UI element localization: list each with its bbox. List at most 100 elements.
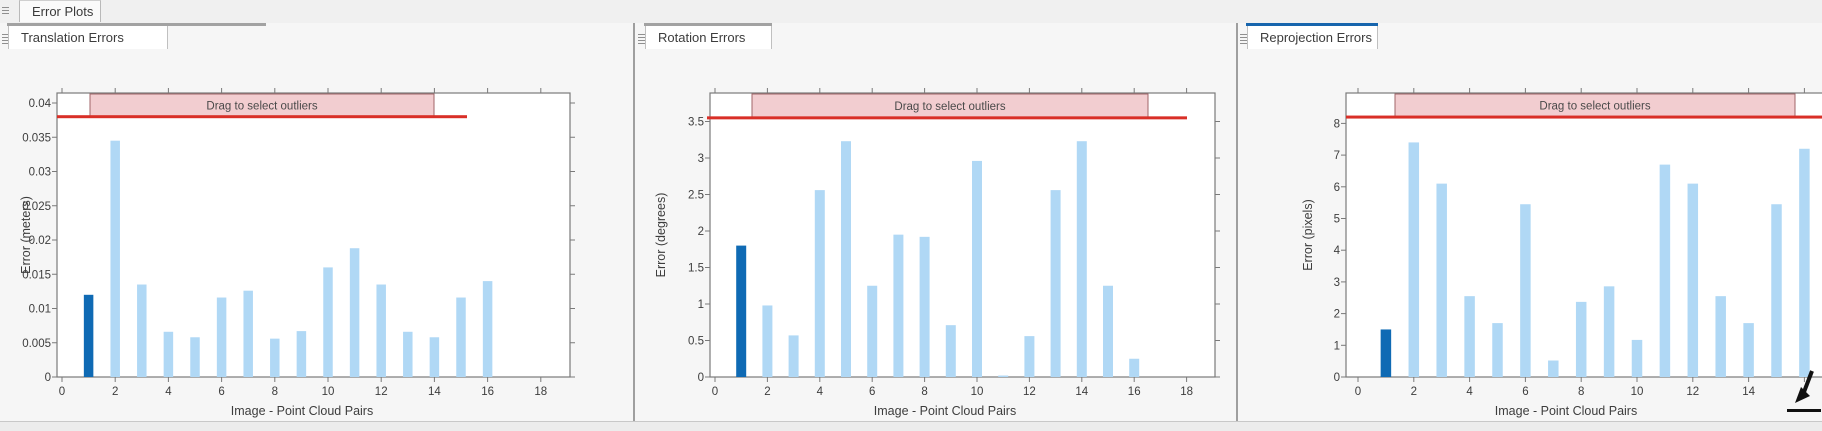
y-tick-label: 5 [1334,214,1340,226]
y-tick-label: 0.03 [29,167,51,179]
y-tick-label: 1 [698,299,704,311]
bar[interactable] [788,335,799,377]
drag-handle-icon[interactable] [1240,34,1247,46]
outlier-band-label: Drag to select outliers [894,101,1005,113]
x-tick-label: 2 [1411,386,1417,398]
bar[interactable] [1050,190,1061,377]
bar[interactable] [323,267,333,377]
bar[interactable] [1799,148,1810,377]
y-tick-label: 7 [1334,150,1340,162]
y-tick-label: 3.5 [688,117,704,129]
bar[interactable] [270,338,280,377]
bar[interactable] [1492,323,1503,377]
x-tick-label: 16 [481,386,494,398]
x-tick-label: 12 [375,386,388,398]
bar[interactable] [456,297,466,377]
x-tick-label: 12 [1023,386,1036,398]
tab-error-plots[interactable]: Error Plots [19,0,101,22]
bottom-edge-strip [0,421,1822,431]
bar[interactable] [1631,339,1643,377]
x-tick-label: 2 [764,386,770,398]
tab-reprojection-errors[interactable]: Reprojection Errors [1247,26,1378,49]
x-tick-label: 0 [1355,386,1361,398]
bar[interactable] [867,285,878,377]
plot-area[interactable] [709,92,1216,378]
y-tick-label: 0.01 [29,304,51,316]
drag-handle-icon[interactable] [2,34,9,46]
x-tick-label: 2 [112,386,118,398]
tab-rotation-errors[interactable]: Rotation Errors [645,26,772,49]
threshold-line[interactable] [707,116,1187,120]
bar[interactable] [1575,301,1587,377]
bar[interactable] [110,140,120,377]
drag-handle-icon[interactable] [638,34,645,46]
plot-area[interactable] [56,92,571,378]
x-tick-label: 8 [921,386,927,398]
bar[interactable] [1129,358,1140,377]
x-tick-label: 16 [1128,386,1141,398]
bar[interactable] [1659,164,1671,377]
bar[interactable] [1076,141,1087,377]
bar[interactable] [376,284,386,377]
y-tick-label: 0.02 [29,235,51,247]
bar[interactable] [1687,183,1699,377]
bar[interactable] [919,236,930,377]
y-tick-label: 2.5 [688,190,704,202]
bar[interactable] [243,290,253,377]
bar[interactable] [1603,286,1615,377]
bar[interactable] [216,297,227,377]
x-tick-label: 18 [1180,386,1193,398]
panel-separator[interactable] [633,23,635,421]
bar[interactable] [1436,183,1447,377]
bar[interactable] [1464,296,1475,377]
bar[interactable] [1548,360,1559,377]
bar[interactable] [190,337,200,377]
bar-selected[interactable] [736,245,747,377]
bar[interactable] [403,331,413,377]
bar[interactable] [1024,336,1035,377]
x-tick-label: 8 [1578,386,1584,398]
y-tick-label: 0.04 [29,98,52,110]
y-tick-label: 2 [1334,309,1340,321]
x-axis-label: Image - Point Cloud Pairs [231,404,373,418]
bar[interactable] [1408,142,1420,377]
bar[interactable] [296,331,307,377]
y-tick-label: 0.5 [688,336,704,348]
rotation-errors-chart: 0 2 4 6 8 10 12 14 16 18 0 0.5 1 1.5 2 2.5 3 3.5 Drag to s… [654,88,1220,418]
x-axis-label: Image - Point Cloud Pairs [1495,404,1637,418]
bar[interactable] [945,325,956,377]
x-tick-label: 0 [712,386,718,398]
bar[interactable] [998,375,1009,377]
bar-selected[interactable] [83,294,94,377]
threshold-line[interactable] [1346,115,1822,119]
threshold-line[interactable] [57,115,467,119]
bar[interactable] [1103,285,1113,377]
bar[interactable] [762,305,773,377]
x-tick-label: 10 [1631,386,1644,398]
panel-reprojection-errors: Reprojection Errors 0 2 4 6 8 10 12 14 0 1 2 3 4 5 6 7 8… [1238,23,1822,421]
cursor-icon [1787,370,1821,412]
bar[interactable] [814,190,825,377]
bar[interactable] [482,281,493,377]
x-tick-label: 18 [534,386,547,398]
y-tick-label: 0.025 [22,201,51,213]
bar[interactable] [137,284,147,377]
bar[interactable] [1520,204,1531,377]
bar[interactable] [1715,296,1726,377]
bar[interactable] [893,234,904,377]
panel-separator[interactable] [1236,23,1238,421]
bar-selected[interactable] [1380,329,1392,377]
bar[interactable] [429,337,440,377]
bar[interactable] [1771,204,1782,377]
tab-translation-errors[interactable]: Translation Errors [8,26,168,49]
y-axis-label: Error (meters) [19,196,33,274]
bar[interactable] [1743,323,1754,377]
bar[interactable] [163,331,174,377]
bar[interactable] [349,248,360,377]
drag-handle-icon[interactable] [2,7,9,16]
bar[interactable] [841,141,851,377]
bar[interactable] [972,160,982,377]
x-tick-label: 0 [59,386,65,398]
y-axis-label: Error (degrees) [654,193,668,278]
